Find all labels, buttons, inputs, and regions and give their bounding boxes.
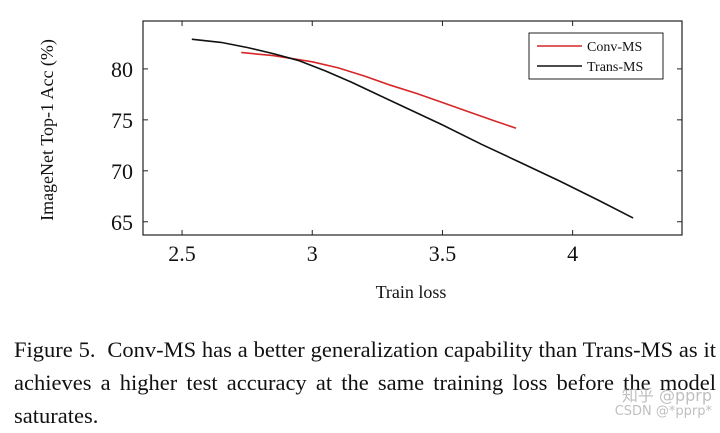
- x-tick-label: 3.5: [429, 241, 457, 266]
- legend-label-trans-ms: Trans-MS: [587, 60, 643, 75]
- line-chart: 2.5 3 3.5 4 65 70 75 80 Conv-MS Trans-MS Train …: [37, 20, 683, 302]
- ticks-layer: 2.5 3 3.5 4 65 70 75 80: [111, 21, 682, 266]
- caption-text: Conv-MS has a better generalization capa…: [14, 337, 717, 428]
- plot-frame: [142, 20, 683, 236]
- figure: 2.5 3 3.5 4 65 70 75 80 Conv-MS Trans-MS Train …: [37, 20, 683, 302]
- y-tick-label: 70: [111, 159, 133, 184]
- legend: Conv-MS Trans-MS: [528, 32, 664, 80]
- y-axis-title: ImageNet Top-1 Acc (%): [37, 39, 58, 221]
- series-line-conv-ms: [241, 51, 517, 129]
- x-tick-label: 3: [307, 241, 318, 266]
- y-tick-label: 80: [111, 57, 133, 82]
- legend-box: [528, 32, 664, 80]
- x-tick-label: 4: [567, 241, 578, 266]
- y-tick-label: 65: [111, 210, 133, 235]
- y-tick-label: 75: [111, 108, 133, 133]
- series-line-trans-ms: [191, 38, 634, 219]
- legend-label-conv-ms: Conv-MS: [587, 40, 642, 55]
- caption-label: Figure 5.: [14, 337, 96, 362]
- series-layer: [191, 38, 634, 219]
- figure-caption: Figure 5. Conv-MS has a better generaliz…: [14, 333, 716, 432]
- x-tick-label: 2.5: [168, 241, 196, 266]
- x-axis-title: Train loss: [376, 282, 447, 302]
